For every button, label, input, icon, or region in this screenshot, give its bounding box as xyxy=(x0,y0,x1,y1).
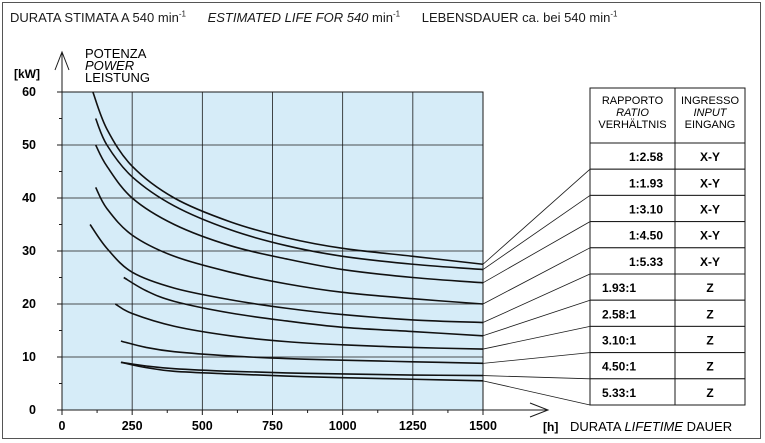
table-row xyxy=(589,378,746,406)
x-tick-label: 1000 xyxy=(329,419,357,433)
series-curve-3.10:1 xyxy=(120,340,483,365)
x-unit-label: [h] xyxy=(543,420,558,434)
y-tick-label: 50 xyxy=(22,138,36,152)
y-ticks: 0 10 20 30 40 50 60 xyxy=(22,85,62,417)
table-cell-ratio: 1:1.93 xyxy=(629,176,663,190)
y-arrow-head xyxy=(54,50,70,71)
y-tick-label: 60 xyxy=(22,85,36,99)
table-header-input-line: EINGANG xyxy=(685,119,736,131)
x-ticks: 0 250 500 750 1000 1250 1500 xyxy=(59,410,497,433)
table-cell-ratio: 1:3.10 xyxy=(629,203,663,217)
series-curve-1:5.33 xyxy=(89,224,483,324)
y-tick-label: 40 xyxy=(22,191,36,205)
table-header-ratio-line: VERHÄLTNIS xyxy=(598,119,666,131)
table-cell-input: X-Y xyxy=(700,229,720,243)
table-cell-input: X-Y xyxy=(700,255,720,269)
x-tick-label: 1500 xyxy=(469,419,497,433)
x-tick-label: 1250 xyxy=(399,419,427,433)
table-cell-ratio: 1:5.33 xyxy=(629,255,663,269)
table-cell-input: X-Y xyxy=(700,203,720,217)
ratio-table: RAPPORTO INGRESSO RATIO INPUT VERHÄLTNIS EING… xyxy=(589,87,746,406)
leader-line xyxy=(482,326,591,350)
table-row xyxy=(589,142,746,170)
table-row xyxy=(589,299,746,327)
table-row xyxy=(589,221,746,249)
series-curve-5.33:1 xyxy=(120,361,483,382)
series-curve-1:4.50 xyxy=(94,187,483,305)
table-cell-input: Z xyxy=(706,281,713,295)
table-cell-ratio: 1.93:1 xyxy=(602,281,636,295)
leader-line xyxy=(482,273,591,323)
table-cell-ratio: 1:2.58 xyxy=(629,150,663,164)
y-tick-label: 30 xyxy=(22,244,36,258)
table-cell-ratio: 4.50:1 xyxy=(602,360,636,374)
y-label-de: LEISTUNG xyxy=(85,70,150,85)
series-curve-1:1.93 xyxy=(94,118,483,271)
curves xyxy=(89,92,483,382)
series-curve-1:2.58 xyxy=(92,92,483,266)
y-label-it: POTENZA xyxy=(85,46,147,61)
header-italian: DURATA STIMATA A 540 min-1 xyxy=(10,10,186,26)
x-label: DURATA LIFETIME DAUER xyxy=(570,419,732,434)
series-curve-2.58:1 xyxy=(114,303,483,350)
table-cell-input: X-Y xyxy=(700,176,720,190)
leader-line xyxy=(482,221,591,284)
header-german: LEBENSDAUER ca. bei 540 min-1 xyxy=(421,10,618,26)
header-english: ESTIMATED LIFE FOR 540 min-1 xyxy=(207,10,401,26)
table-cell-input: Z xyxy=(706,360,713,374)
table-row xyxy=(589,352,746,380)
table-row xyxy=(589,194,746,223)
table-header-input-line: INPUT xyxy=(694,107,728,119)
series-curve-1:3.10 xyxy=(94,144,483,284)
series-curve-1.93:1 xyxy=(123,276,483,337)
leader-line xyxy=(482,352,591,364)
x-tick-label: 250 xyxy=(122,419,143,433)
leader-line xyxy=(482,247,591,305)
table-cell-input: X-Y xyxy=(700,150,720,164)
x-tick-label: 0 xyxy=(59,419,66,433)
table-header-ratio-line: RATIO xyxy=(616,107,649,119)
table-cell-ratio: 2.58:1 xyxy=(602,307,636,321)
table-cell-input: Z xyxy=(706,386,713,400)
leader-lines xyxy=(482,168,591,406)
table-row xyxy=(589,168,746,196)
leader-line xyxy=(482,299,591,337)
y-label-en: POWER xyxy=(85,58,134,73)
x-arrow-head xyxy=(529,402,550,418)
table-cell-ratio: 5.33:1 xyxy=(602,386,636,400)
table-header-input-line: INGRESSO xyxy=(681,95,740,107)
leader-line xyxy=(482,168,591,265)
y-unit-label: [kW] xyxy=(14,67,40,81)
y-tick-label: 10 xyxy=(22,350,36,364)
leader-line xyxy=(482,195,591,270)
table-cell-ratio: 1:4.50 xyxy=(629,229,663,243)
y-tick-label: 20 xyxy=(22,297,36,311)
chart-header: DURATA STIMATA A 540 min-1 ESTIMATED LIF… xyxy=(10,10,635,25)
x-tick-label: 750 xyxy=(262,419,283,433)
y-tick-label: 0 xyxy=(29,403,36,417)
x-tick-label: 500 xyxy=(192,419,213,433)
table-cell-ratio: 3.10:1 xyxy=(602,334,636,348)
table-row xyxy=(589,247,746,275)
series-curve-4.50:1 xyxy=(120,361,483,377)
leader-line xyxy=(482,375,591,380)
leader-line xyxy=(482,380,591,406)
table-cell-input: Z xyxy=(706,307,713,321)
table-header-box xyxy=(589,87,746,144)
table-cell-input: Z xyxy=(706,334,713,348)
table-header-ratio-line: RAPPORTO xyxy=(602,95,664,107)
